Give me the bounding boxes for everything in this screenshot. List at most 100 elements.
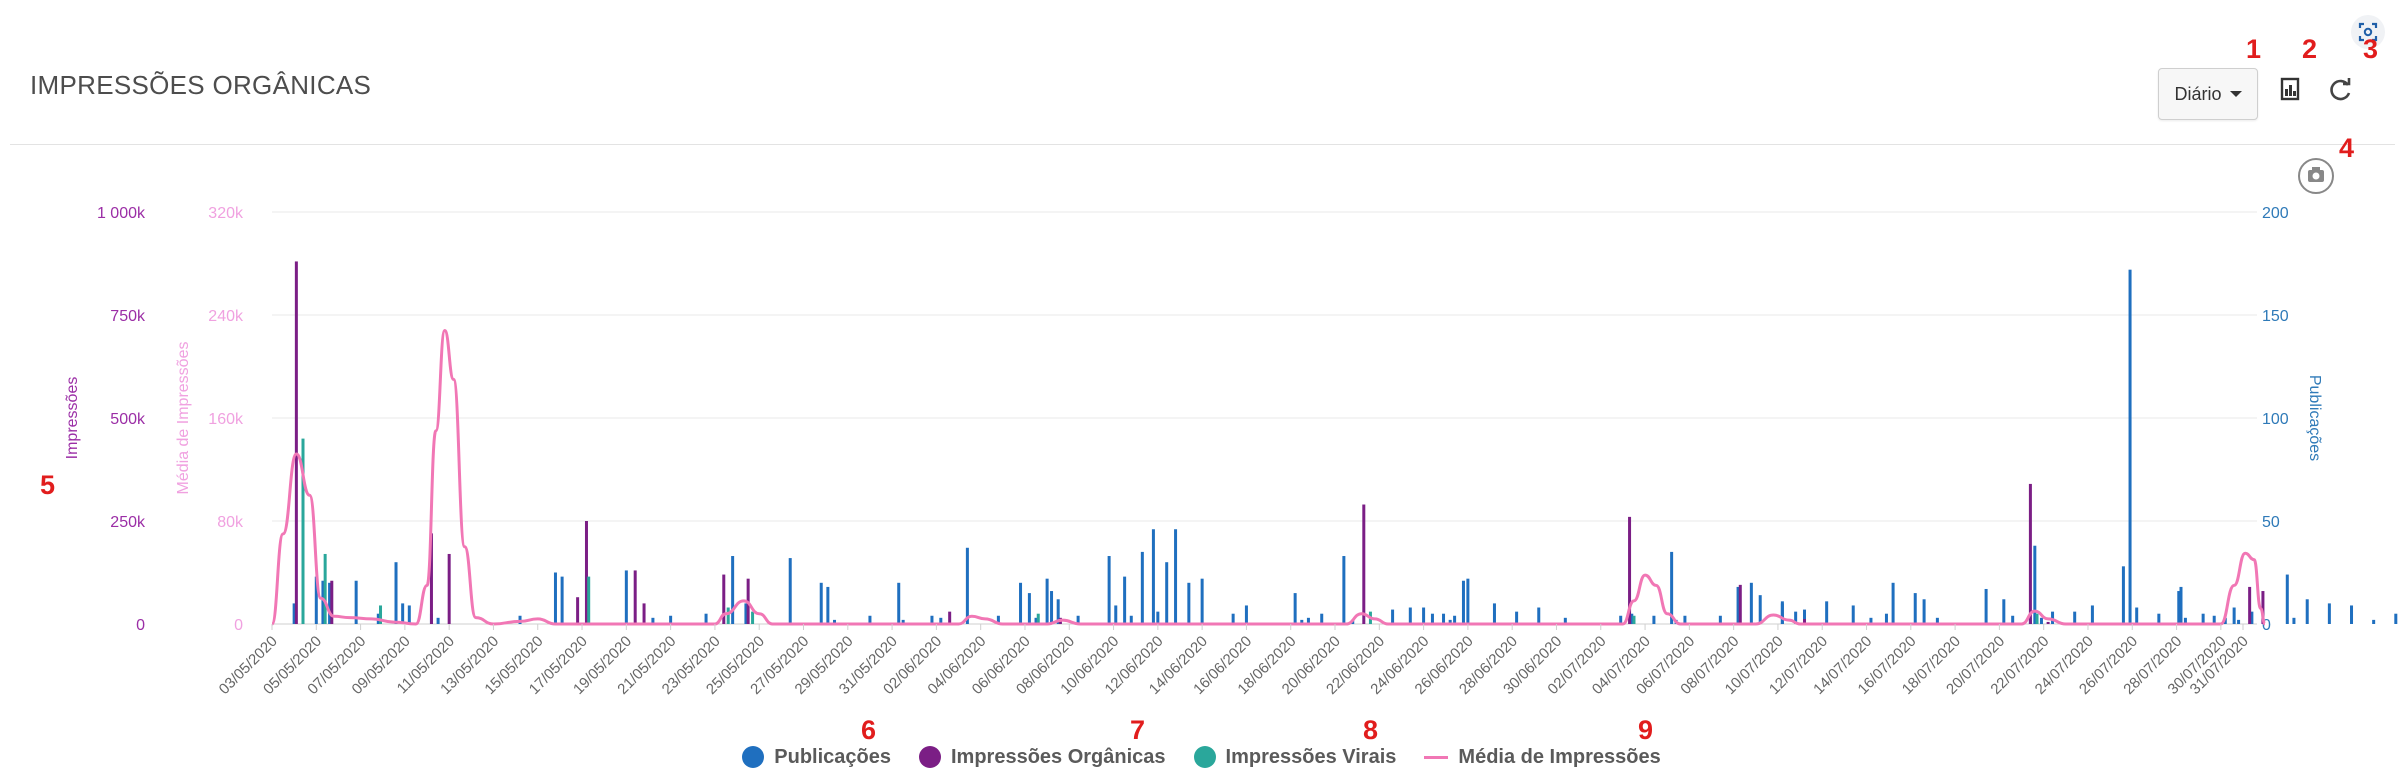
bar-publicacoes	[401, 603, 405, 624]
bar-publicacoes	[1630, 613, 1634, 624]
bar-publicacoes	[2250, 611, 2254, 624]
bar-impressoes-virais	[323, 553, 327, 624]
bar-impressoes-organicas	[1803, 619, 1807, 624]
bar-publicacoes	[1461, 580, 1465, 624]
page-title: IMPRESSÕES ORGÂNICAS	[30, 70, 372, 100]
bar-publicacoes	[328, 582, 332, 624]
legend-label-media-impressoes: Média de Impressões	[1458, 745, 1661, 768]
bar-impressoes-virais	[726, 607, 730, 624]
period-dropdown-label: Diário	[2174, 83, 2222, 104]
bar-publicacoes	[1935, 617, 1939, 624]
bar-publicacoes	[2128, 269, 2132, 624]
bar-publicacoes	[518, 615, 522, 624]
bar-impressoes-virais	[751, 611, 755, 624]
bar-publicacoes	[1537, 607, 1541, 624]
bar-publicacoes	[2039, 617, 2043, 624]
bar-publicacoes	[2350, 605, 2354, 624]
bar-publicacoes	[826, 586, 830, 624]
bar-publicacoes	[1320, 613, 1324, 624]
bar-publicacoes	[1342, 556, 1346, 624]
bar-publicacoes	[553, 572, 557, 624]
bar-publicacoes	[1045, 578, 1049, 624]
refresh-icon[interactable]	[2327, 76, 2355, 104]
annotation-marker-1: 1	[2246, 34, 2262, 64]
bar-publicacoes	[1114, 605, 1118, 624]
bar-publicacoes	[2232, 607, 2236, 624]
bar-impressoes-organicas	[584, 521, 588, 624]
bar-publicacoes	[1869, 617, 1873, 624]
bar-impressoes-virais	[2035, 613, 2039, 624]
y-tick-publicacoes: 150	[2262, 308, 2289, 325]
bar-publicacoes	[1174, 529, 1178, 624]
bar-publicacoes	[321, 580, 325, 624]
legend-dot-publicacoes	[742, 746, 765, 768]
annotation-marker-5: 5	[40, 470, 56, 500]
legend-item-publicacoes[interactable]: Publicações	[742, 746, 891, 769]
y-axes: Impressões Média de Impressões Publicaçõ…	[64, 205, 2323, 634]
series-media-impressoes	[270, 328, 2267, 626]
bar-impressoes-organicas	[948, 611, 952, 624]
bar-publicacoes	[1825, 601, 1829, 624]
camera-icon[interactable]	[2297, 157, 2335, 195]
bar-publicacoes	[1422, 607, 1426, 624]
bar-publicacoes	[1984, 588, 1988, 624]
bar-publicacoes	[1652, 615, 1656, 624]
y-tick-impressoes: 500k	[110, 411, 146, 428]
bar-publicacoes	[1293, 593, 1297, 624]
header-divider	[10, 144, 2395, 145]
bar-publicacoes	[2121, 566, 2125, 624]
bar-publicacoes	[1922, 599, 1926, 624]
legend-item-impressoes-virais[interactable]: Impressões Virais	[1193, 746, 1396, 769]
bar-publicacoes	[1165, 562, 1169, 624]
bar-impressoes-virais	[1036, 613, 1040, 624]
bar-publicacoes	[2051, 611, 2055, 624]
bar-publicacoes	[1749, 582, 1753, 624]
bar-impressoes-organicas	[1628, 516, 1632, 624]
bar-publicacoes	[1156, 611, 1160, 624]
bar-publicacoes	[897, 582, 901, 624]
bar-publicacoes	[2033, 545, 2037, 624]
y-tick-publicacoes: 200	[2262, 205, 2289, 222]
bar-impressoes-organicas	[576, 597, 580, 624]
y-tick-media: 0	[234, 617, 243, 634]
bar-publicacoes	[1466, 578, 1470, 624]
bar-publicacoes	[1448, 619, 1452, 624]
y-tick-impressoes: 750k	[110, 308, 146, 325]
bar-impressoes-organicas	[633, 570, 637, 624]
bar-publicacoes	[939, 617, 943, 624]
annotation-marker-4: 4	[2339, 133, 2355, 163]
bar-publicacoes	[731, 556, 735, 624]
legend-item-impressoes-organicas[interactable]: Impressões Orgânicas	[918, 746, 1166, 769]
bar-publicacoes	[354, 580, 358, 624]
y-axis-title-media: Média de Impressões	[175, 342, 192, 495]
bar-publicacoes	[1391, 609, 1395, 624]
bar-publicacoes	[2002, 599, 2006, 624]
screenshot-icon[interactable]	[2350, 14, 2386, 50]
chart-export-icon[interactable]	[2278, 77, 2304, 103]
bar-publicacoes	[2073, 611, 2077, 624]
bar-publicacoes	[436, 617, 440, 624]
legend-item-media-impressoes[interactable]: Média de Impressões	[1424, 745, 1661, 769]
bar-publicacoes	[704, 613, 708, 624]
bar-publicacoes	[1803, 609, 1807, 624]
chart-legend: Publicações Impressões Orgânicas Impress…	[0, 740, 2403, 774]
bar-publicacoes	[1123, 576, 1127, 624]
bar-publicacoes	[1140, 551, 1144, 624]
legend-dot-impressoes-organicas	[918, 746, 941, 768]
bar-publicacoes	[1151, 529, 1155, 624]
bar-impressoes-organicas	[429, 533, 433, 624]
annotation-marker-3: 3	[2363, 34, 2379, 64]
x-axis: 03/05/202005/05/202007/05/202009/05/2020…	[216, 624, 2252, 698]
bar-impressoes-virais	[301, 438, 305, 624]
chevron-down-icon	[2229, 91, 2242, 97]
bar-publicacoes	[651, 617, 655, 624]
bar-publicacoes	[1408, 607, 1412, 624]
legend-line-media-impressoes	[1424, 755, 1449, 759]
bar-publicacoes	[1019, 582, 1023, 624]
period-dropdown[interactable]: Diário	[2158, 68, 2258, 120]
legend-label-publicacoes: Publicações	[774, 745, 891, 768]
bar-publicacoes	[744, 603, 748, 624]
bar-publicacoes	[2292, 617, 2296, 624]
y-tick-impressoes: 250k	[110, 514, 146, 531]
bar-publicacoes	[788, 558, 792, 624]
